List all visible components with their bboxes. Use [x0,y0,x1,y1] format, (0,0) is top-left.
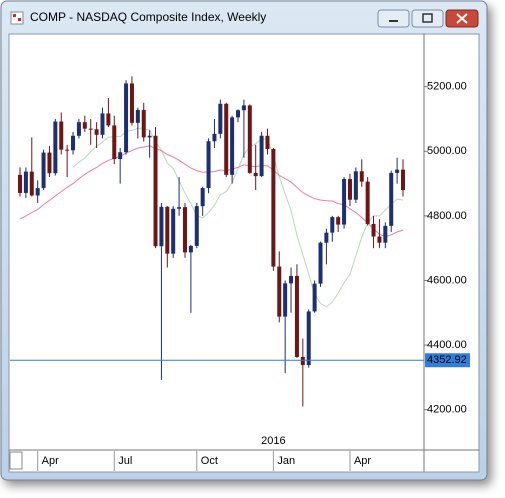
candle-body [65,149,70,151]
candle-body [359,171,364,182]
candle-body [259,135,264,177]
candle-body [271,149,276,267]
candle-body [312,283,317,312]
candle-body [118,152,123,160]
app-icon-dot [13,14,16,17]
candle-body [23,171,28,193]
candle-body [194,206,199,246]
candle-body [230,117,235,175]
y-tick-label: 5000.00 [427,145,467,157]
app-icon-dot [18,18,21,21]
candle-body [59,121,64,150]
candle-body [401,169,405,191]
candle-body [306,311,311,366]
candle-body [182,207,187,253]
candle-body [224,103,229,175]
maximize-icon [422,13,433,23]
year-label: 2016 [261,435,285,447]
candle-body [100,113,105,135]
candle-body [389,172,394,226]
candle-body [383,225,388,243]
candle-body [342,179,347,225]
candle-body [135,109,140,123]
candle-body [82,122,87,129]
candle-body [289,275,294,284]
y-tick-label: 4800.00 [427,210,467,222]
candle-body [124,83,129,153]
candle-body [112,125,117,160]
candle-body [147,135,152,138]
price-label: 4352.92 [427,354,467,366]
candle-body [35,188,40,196]
candle-body [71,135,76,151]
y-tick-label: 4400.00 [427,339,467,351]
candle-body [218,103,223,134]
candle-body [94,129,99,135]
candle-body [265,135,270,150]
app-icon [10,11,24,25]
candle-body [371,223,376,237]
price-label-box [425,353,470,368]
candle-body [336,217,341,225]
maximize-button[interactable] [411,9,444,28]
candle-body [47,152,52,174]
candle-body [283,283,288,317]
x-tick-label: Oct [201,455,218,467]
candle-body [300,356,305,366]
candle-body [76,122,81,136]
candle-body [241,105,246,111]
candle-body [106,113,111,126]
x-tick-label: Jul [118,455,132,467]
candle-body [395,169,400,173]
plot: 4200.00 4400.00 4600.00 4800.00 5000.00 5200.… [10,76,470,471]
candle-body [141,109,146,138]
candle-body [353,171,358,200]
candle-body [18,174,22,193]
candle-body [41,152,46,189]
candle-body [212,133,217,142]
y-tick-label: 5200.00 [427,81,467,93]
close-icon [456,13,468,24]
candle-body [236,110,241,118]
candle-body [200,188,205,207]
candle-body [324,232,329,243]
candle-body [365,181,370,224]
candle-body [171,208,176,254]
candle-body [165,206,170,254]
candle-body [188,245,193,253]
candle-body [253,172,258,177]
candle-body [159,206,164,247]
candle-body [153,135,158,247]
y-tick-label: 4200.00 [427,404,467,416]
candle-body [247,105,252,173]
candle-body [53,121,58,174]
moving-average-line [19,145,404,238]
minimize-button[interactable] [377,9,410,28]
x-tick-label: Jan [277,455,295,467]
x-tick-label: Apr [354,455,371,467]
candle-body [129,83,134,123]
candle-body [206,141,211,189]
y-tick-label: 4600.00 [427,274,467,286]
candle-body [347,179,352,200]
moving-average-line [72,127,404,308]
candle-body [29,171,34,196]
corner-box[interactable] [9,451,23,470]
candle-body [377,236,382,243]
candle-body [277,266,282,317]
candle-body [330,217,335,233]
candle-body [177,207,182,209]
x-tick-label: Apr [42,455,59,467]
window-title: COMP - NASDAQ Composite Index, Weekly [30,10,266,24]
candle-body [318,242,323,284]
candle-body [294,275,299,357]
candle-body [88,128,93,130]
